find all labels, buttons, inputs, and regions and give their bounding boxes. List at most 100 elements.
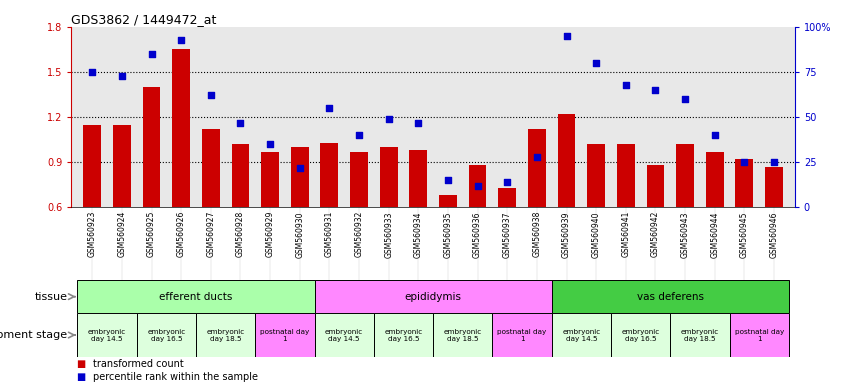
Text: GSM560929: GSM560929 [266,211,274,257]
Text: GSM560927: GSM560927 [206,211,215,257]
Bar [587,144,605,207]
Text: GSM560939: GSM560939 [562,211,571,258]
Bar [315,280,552,313]
Point [500,179,514,185]
Bar [380,147,398,207]
Point [411,119,425,126]
Text: embryonic
day 18.5: embryonic day 18.5 [444,329,482,341]
Bar [350,152,368,207]
Point [174,36,188,43]
Text: embryonic
day 16.5: embryonic day 16.5 [384,329,422,341]
Text: GSM560940: GSM560940 [592,211,600,258]
Text: GSM560930: GSM560930 [295,211,304,258]
Text: transformed count: transformed count [93,359,183,369]
Text: efferent ducts: efferent ducts [159,291,233,302]
Point [352,132,366,138]
Point [293,165,306,171]
Bar [231,144,249,207]
Text: ■: ■ [76,372,85,382]
Bar [143,87,161,207]
Bar [374,313,433,357]
Text: epididymis: epididymis [405,291,462,302]
Bar [315,313,374,357]
Bar [670,313,729,357]
Text: GSM560942: GSM560942 [651,211,660,257]
Point [145,51,158,57]
Point [204,93,218,99]
Point [263,141,277,147]
Point [619,81,632,88]
Text: percentile rank within the sample: percentile rank within the sample [93,372,257,382]
Text: embryonic
day 14.5: embryonic day 14.5 [562,329,600,341]
Text: embryonic
day 14.5: embryonic day 14.5 [325,329,363,341]
Bar [558,114,575,207]
Bar [410,150,427,207]
Bar [468,165,486,207]
Point [648,87,662,93]
Bar [291,147,309,207]
Bar [83,125,101,207]
Bar [617,144,635,207]
Bar [172,50,190,207]
Bar [433,313,492,357]
Text: vas deferens: vas deferens [637,291,704,302]
Bar [256,313,315,357]
Text: development stage: development stage [0,330,67,340]
Point [560,33,574,39]
Bar [552,280,789,313]
Text: GSM560936: GSM560936 [473,211,482,258]
Point [708,132,722,138]
Bar [499,188,516,207]
Text: GSM560924: GSM560924 [118,211,126,257]
Text: GSM560932: GSM560932 [355,211,363,257]
Text: embryonic
day 14.5: embryonic day 14.5 [88,329,126,341]
Bar [113,125,130,207]
Text: GSM560928: GSM560928 [236,211,245,257]
Text: embryonic
day 16.5: embryonic day 16.5 [621,329,659,341]
Point [738,159,751,165]
Point [530,154,543,160]
Bar [492,313,552,357]
Text: embryonic
day 16.5: embryonic day 16.5 [147,329,186,341]
Text: GSM560944: GSM560944 [710,211,719,258]
Point [679,96,692,102]
Text: GSM560938: GSM560938 [532,211,542,257]
Bar [202,129,220,207]
Bar [528,129,546,207]
Text: GSM560926: GSM560926 [177,211,186,257]
Bar [439,195,457,207]
Bar [676,144,694,207]
Point [382,116,395,122]
Text: ■: ■ [76,359,85,369]
Bar [137,313,196,357]
Text: GSM560931: GSM560931 [325,211,334,257]
Text: GSM560941: GSM560941 [621,211,630,257]
Text: GDS3862 / 1449472_at: GDS3862 / 1449472_at [71,13,217,26]
Text: GSM560935: GSM560935 [443,211,452,258]
Point [590,60,603,66]
Bar [736,159,754,207]
Bar [262,152,279,207]
Bar [77,280,315,313]
Bar [706,152,723,207]
Bar [552,313,611,357]
Point [442,177,455,184]
Text: postnatal day
1: postnatal day 1 [260,329,309,341]
Point [86,69,99,75]
Bar [77,313,137,357]
Bar [647,165,664,207]
Bar [729,313,789,357]
Text: postnatal day
1: postnatal day 1 [497,329,547,341]
Point [767,159,780,165]
Point [115,73,129,79]
Bar [765,167,783,207]
Text: GSM560943: GSM560943 [680,211,690,258]
Bar [611,313,670,357]
Text: GSM560923: GSM560923 [87,211,97,257]
Bar [320,143,338,207]
Text: tissue: tissue [34,291,67,302]
Text: embryonic
day 18.5: embryonic day 18.5 [680,329,719,341]
Text: postnatal day
1: postnatal day 1 [734,329,784,341]
Point [471,183,484,189]
Text: GSM560933: GSM560933 [384,211,393,258]
